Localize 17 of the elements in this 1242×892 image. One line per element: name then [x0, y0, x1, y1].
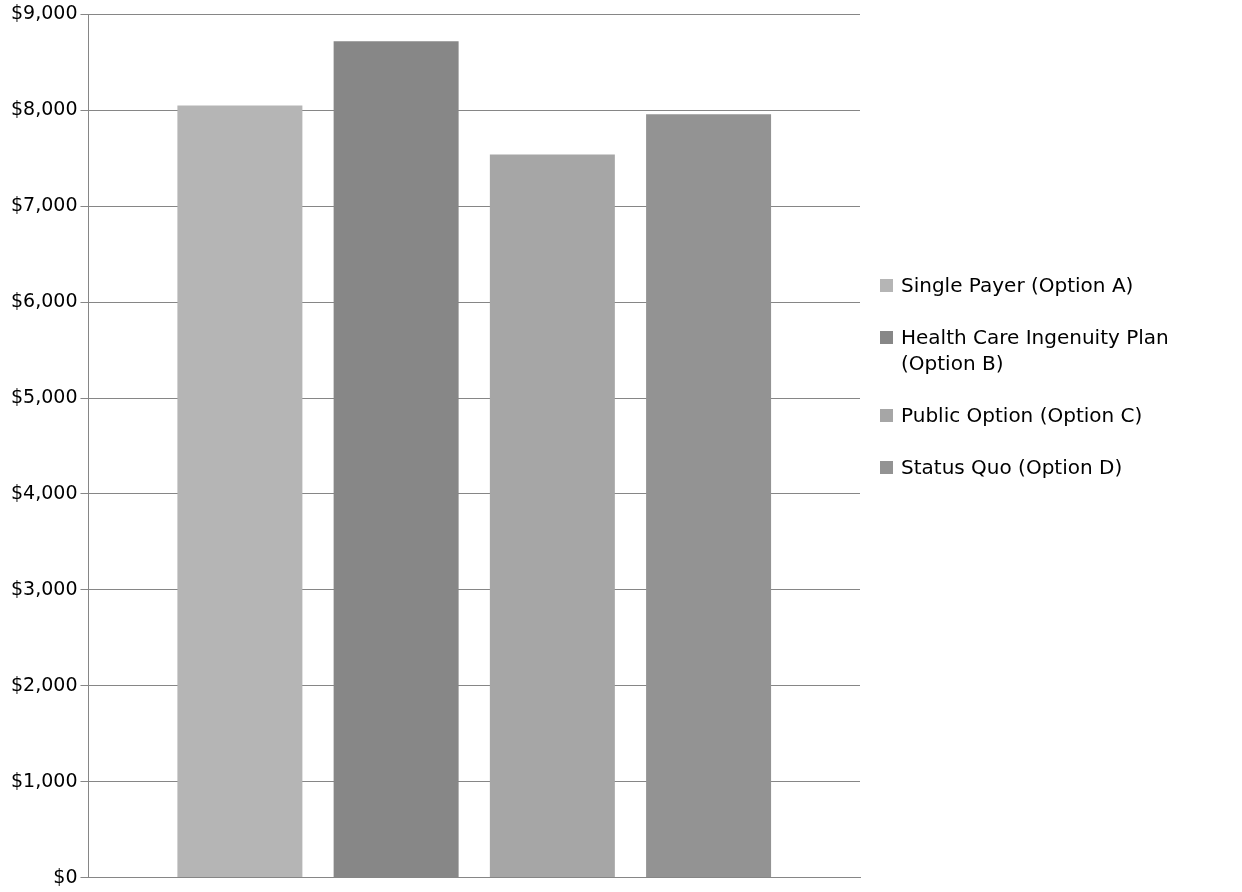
y-tick-label: $5,000	[11, 384, 78, 407]
legend-label: Status Quo (Option D)	[901, 454, 1123, 480]
y-tick-label: $9,000	[11, 1, 78, 24]
y-tick-label: $4,000	[11, 480, 78, 503]
bar	[646, 114, 772, 878]
bar	[489, 154, 615, 878]
y-tick-label: $7,000	[11, 193, 78, 216]
legend-label: Single Payer (Option A)	[901, 272, 1134, 298]
y-tick-label: $8,000	[11, 97, 78, 120]
bar	[177, 105, 303, 878]
y-tick-label: $3,000	[11, 576, 78, 599]
y-tick-label: $2,000	[11, 672, 78, 695]
y-tick-label: $6,000	[11, 289, 78, 312]
legend-label: Public Option (Option C)	[901, 402, 1143, 428]
y-tick-label: $1,000	[11, 768, 78, 791]
legend-label: Health Care Ingenuity Plan (Option B)	[901, 324, 1170, 376]
y-tick-label: $0	[53, 864, 78, 887]
